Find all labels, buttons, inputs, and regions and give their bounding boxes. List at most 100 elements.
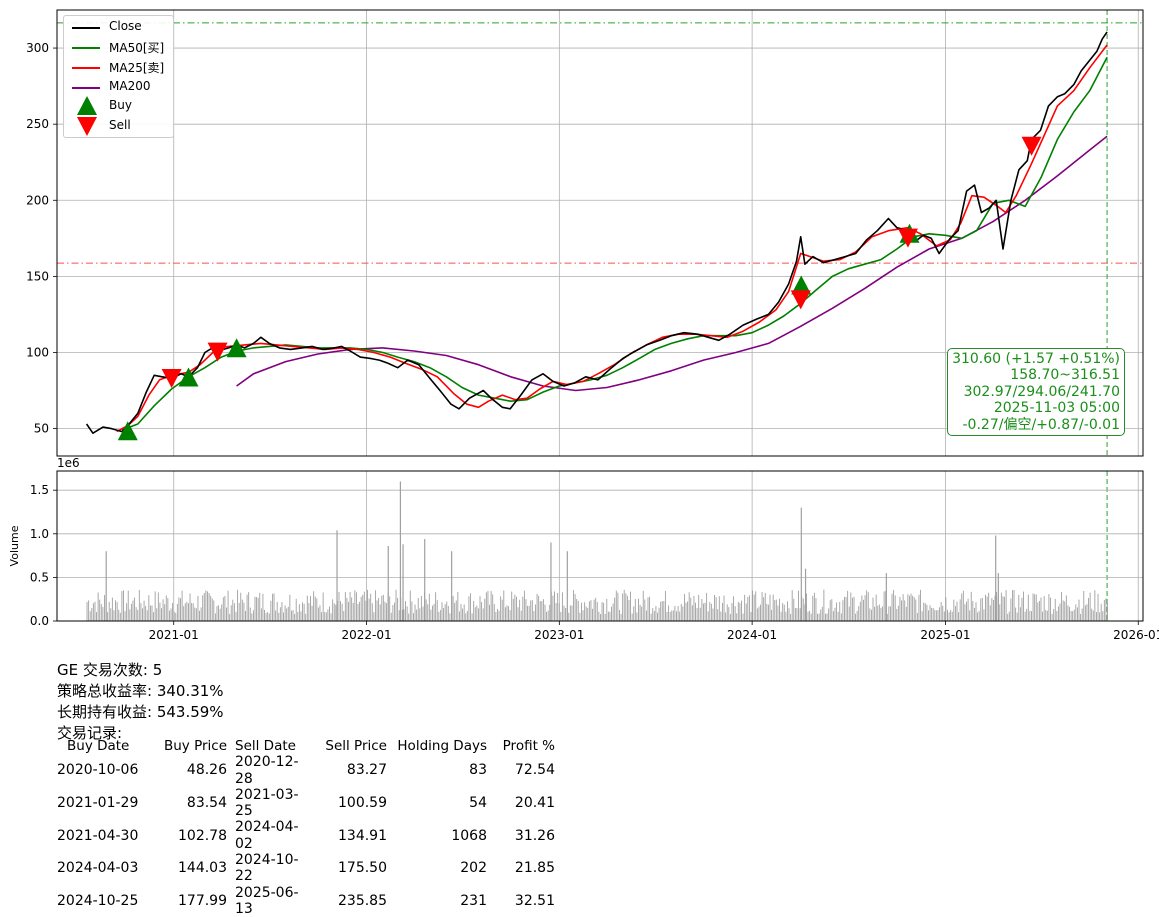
volume-bar [821,606,823,621]
volume-bar [260,608,262,621]
volume-bar [663,601,665,621]
volume-bar [615,590,617,621]
volume-bar [245,610,246,621]
volume-bar [625,593,627,621]
volume-bar [891,593,893,621]
volume-bar [535,604,536,621]
volume-bar [975,602,977,621]
volume-bar [695,602,696,621]
volume-bar [758,606,760,621]
cell-buy-date: 2024-04-03 [57,860,139,877]
volume-bar [825,613,826,621]
volume-bar [219,608,221,621]
legend-item-buy: Buy [64,96,173,115]
volume-bar [947,609,948,621]
volume-bar [430,609,432,621]
cell-profit: 20.41 [514,795,555,812]
volume-bar [899,596,901,621]
volume-bar [850,592,852,621]
volume-bar [330,613,332,621]
volume-bar [246,594,248,621]
volume-bar [240,592,242,621]
volume-bar [298,604,300,621]
volume-bar [542,599,544,621]
volume-bar [574,594,576,621]
volume-bar [294,614,296,621]
volume-bar [953,599,955,621]
volume-bar [774,600,776,621]
volume-bar [973,607,975,621]
volume-bar [612,603,614,621]
volume-bar [756,608,758,621]
volume-bar [885,573,887,621]
volume-bar [573,590,574,621]
volume-bar [959,599,961,621]
buy-marker [178,367,199,387]
cell-sell-price: 83.27 [346,762,387,779]
volume-bar [462,608,464,621]
volume-bar [403,609,405,621]
volume-bar [769,594,771,621]
volume-bar [728,607,730,621]
cell-holding-days: 231 [460,892,487,909]
volume-bar [189,593,191,621]
volume-bar [485,592,487,621]
volume-bar [97,592,99,621]
volume-bar [264,609,265,621]
cell-profit: 21.85 [514,860,555,877]
volume-bar [593,599,595,621]
volume-bar [401,609,403,621]
volume-bar [910,593,912,621]
volume-bar [519,599,521,621]
volume-bar [417,597,419,621]
volume-bar [1091,608,1093,621]
volume-bar [967,598,969,621]
volume-bar [348,601,349,621]
volume-bar [649,596,651,621]
volume-bar [880,607,882,621]
volume-bar [870,609,872,621]
volume-bar [295,598,297,621]
volume-bar [851,597,853,621]
legend-buy-triangle-icon [77,96,97,115]
volume-bar [588,601,590,621]
volume-bar [644,599,646,621]
volume-bar [327,609,329,621]
volume-bar [308,603,310,621]
volume-bar [251,613,253,621]
volume-bar [565,607,567,621]
volume-bar [161,608,162,621]
volume-bar [652,608,654,621]
volume-bar [458,611,460,621]
volume-bar [435,592,437,621]
volume-bar [883,591,885,621]
volume-bar [1037,602,1039,621]
volume-bar [771,609,773,621]
volume-bar [970,591,972,621]
volume-bar [243,602,245,621]
volume-bar [1073,609,1075,621]
volume-bar [107,612,109,621]
volume-bar [555,603,557,621]
volume-bar [744,594,746,621]
volume-bar [929,605,931,621]
volume-bar [924,603,926,621]
y-tick-label: 0.5 [30,570,49,584]
volume-bar [606,598,608,621]
volume-bar [978,610,980,621]
volume-bar [399,481,402,621]
volume-bar [818,613,820,621]
volume-bar [729,614,731,621]
volume-bar [477,608,479,621]
volume-bar [1018,594,1020,621]
volume-bar [111,597,113,621]
volume-bar [425,599,427,621]
volume-bar [718,596,720,621]
volume-bar [641,606,643,621]
volume-bar [438,611,440,621]
volume-bar [113,610,115,621]
volume-bar [988,592,990,621]
volume-bar [844,596,845,621]
volume-bar [474,607,476,621]
volume-bar [798,590,799,621]
